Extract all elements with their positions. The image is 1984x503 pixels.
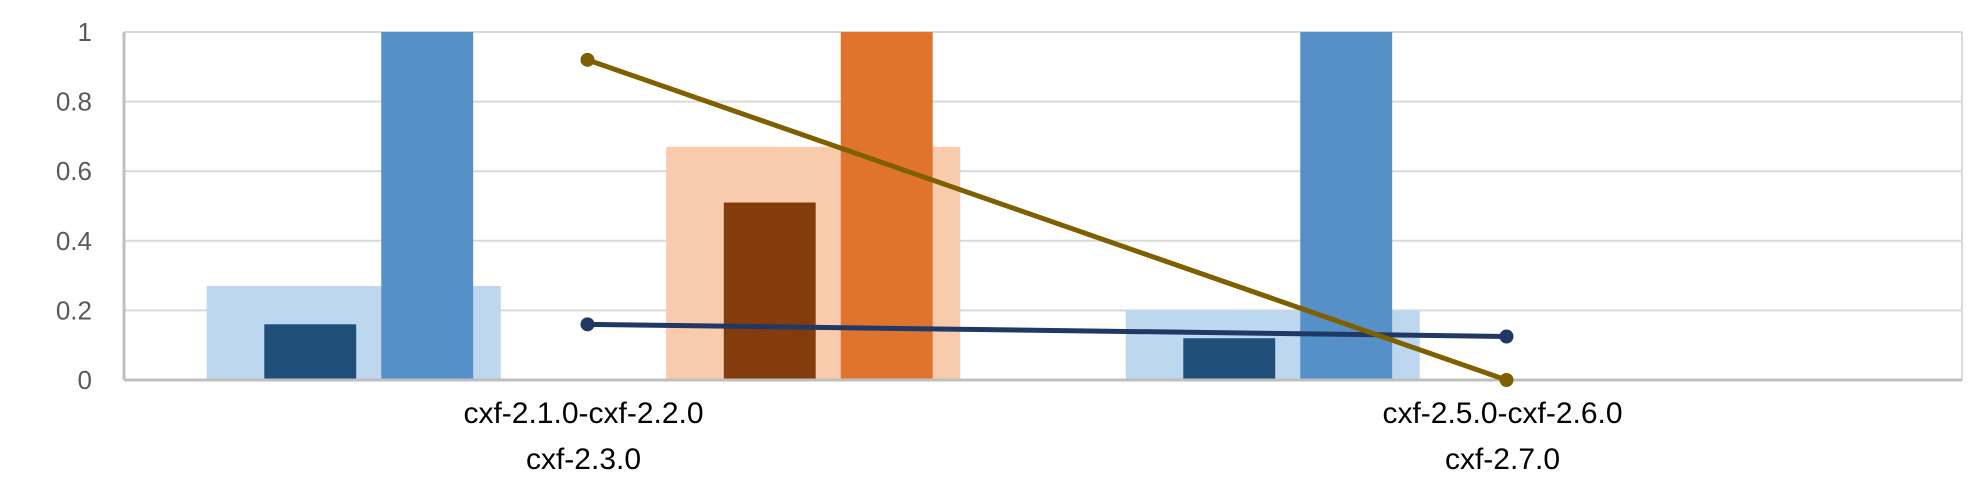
series-point — [1499, 373, 1514, 387]
category-label: cxf-2.3.0 — [526, 443, 641, 476]
y-tick-label: 0 — [78, 365, 92, 395]
bar — [1183, 338, 1276, 380]
series-point — [580, 317, 595, 332]
y-tick-label: 0.6 — [56, 156, 92, 186]
bar — [723, 202, 816, 380]
category-labels: cxf-2.1.0-cxf-2.2.0 cxf-2.3.0 cxf-2.5.0-cx… — [463, 397, 1622, 476]
category-label: cxf-2.1.0-cxf-2.2.0 — [463, 397, 703, 430]
series-point — [580, 52, 595, 67]
series-line — [586, 57, 1508, 383]
y-tick-label: 0.4 — [56, 226, 92, 256]
axes — [122, 32, 1963, 382]
series-line — [587, 321, 1507, 339]
y-tick-label: 0.2 — [56, 295, 92, 325]
category-label: cxf-2.7.0 — [1445, 443, 1560, 476]
bars — [264, 32, 1393, 380]
bar — [1300, 32, 1393, 380]
category-label: cxf-2.5.0-cxf-2.6.0 — [1382, 397, 1622, 430]
y-tick-label: 1 — [78, 17, 92, 47]
y-tick-labels: 0 0.2 0.4 0.6 0.8 1 — [56, 17, 92, 395]
y-tick-label: 0.8 — [56, 87, 92, 117]
bar — [264, 324, 357, 380]
bar — [840, 32, 933, 380]
series-point — [1499, 329, 1514, 344]
series-lines — [580, 52, 1514, 387]
bar — [381, 32, 474, 380]
